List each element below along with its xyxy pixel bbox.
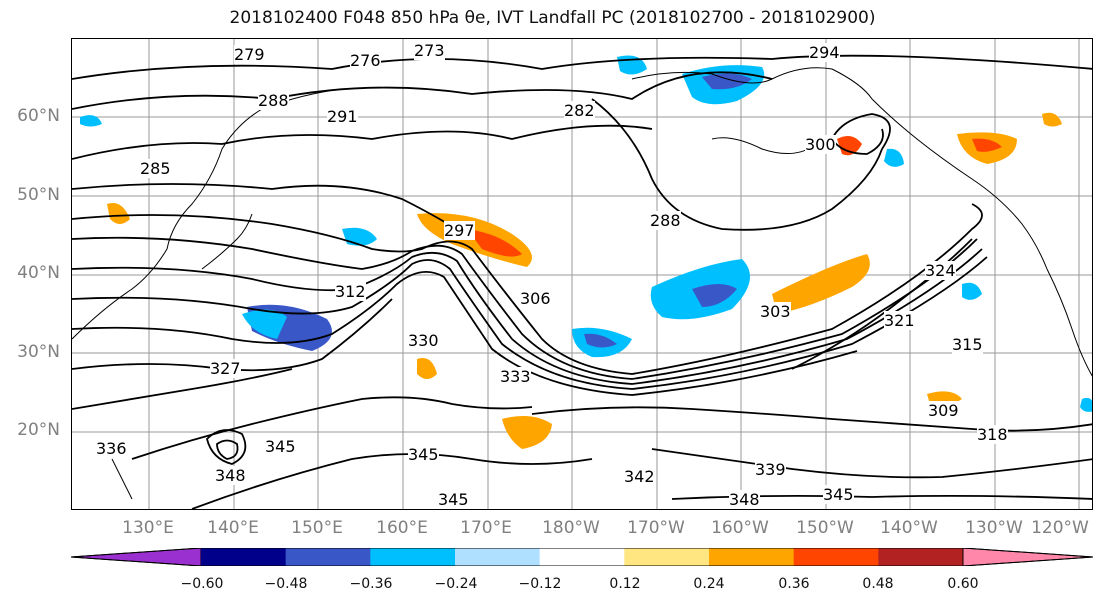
lat-label-20n: 20°N (17, 420, 60, 440)
lon-label: 120°W (1031, 518, 1089, 538)
lat-label-30n: 30°N (17, 342, 60, 362)
contour-label: 345 (438, 490, 469, 509)
contour-label: 300 (805, 135, 836, 154)
contour-label: 345 (265, 437, 296, 456)
colorbar-segment (962, 548, 1093, 566)
lon-label: 140°E (207, 518, 259, 538)
lon-label: 180°W (542, 518, 600, 538)
lon-label: 160°W (711, 518, 769, 538)
colorbar-segment (709, 548, 795, 566)
colorbar-tick: 0.24 (693, 576, 725, 592)
lon-label: 160°E (376, 518, 428, 538)
colorbar (71, 548, 1093, 566)
contour-label: 345 (408, 445, 439, 464)
colorbar-segment (878, 548, 964, 566)
lat-label-40n: 40°N (17, 263, 60, 283)
contour-label: 348 (215, 466, 246, 485)
lon-label: 150°W (796, 518, 854, 538)
contour-label: 321 (884, 311, 915, 330)
contour-label: 336 (96, 439, 127, 458)
lon-label: 150°E (291, 518, 343, 538)
map-canvas (72, 39, 1092, 509)
contour-label: 303 (760, 302, 791, 321)
colorbar-segment (539, 548, 625, 566)
contour-label: 276 (350, 51, 381, 70)
colorbar-tick: −0.24 (434, 576, 478, 592)
colorbar-segment (201, 548, 287, 566)
colorbar-segment (285, 548, 371, 566)
contour-label: 309 (928, 401, 959, 420)
lon-label: 130°E (122, 518, 174, 538)
contour-label: 294 (809, 43, 840, 62)
contour-label: 288 (650, 211, 681, 230)
contour-label: 282 (564, 101, 595, 120)
contour-label: 330 (408, 331, 439, 350)
lon-label: 130°W (965, 518, 1023, 538)
contour-label: 339 (755, 460, 786, 479)
lat-label-60n: 60°N (17, 106, 60, 126)
colorbar-tick: 0.60 (947, 576, 979, 592)
lon-label: 170°W (627, 518, 685, 538)
colorbar-tick: 0.48 (862, 576, 894, 592)
colorbar-segment (370, 548, 456, 566)
map-title: 2018102400 F048 850 hPa θe, IVT Landfall… (229, 8, 876, 28)
contour-label: 333 (500, 367, 531, 386)
contour-label: 342 (624, 467, 655, 486)
lon-label: 170°E (460, 518, 512, 538)
colorbar-tick: −0.60 (180, 576, 224, 592)
pc-shading (80, 55, 1092, 449)
colorbar-tick: −0.48 (264, 576, 308, 592)
contour-label: 348 (729, 490, 760, 509)
contour-labels: 273 276 279 288 291 282 294 300 285 288 … (72, 39, 1092, 509)
colorbar-segments (71, 548, 1093, 566)
colorbar-segment (71, 548, 202, 566)
lon-label: 140°W (880, 518, 938, 538)
contour-label: 273 (414, 41, 445, 60)
colorbar-tick: −0.12 (518, 576, 562, 592)
colorbar-segment (455, 548, 541, 566)
colorbar-tick: −0.36 (349, 576, 393, 592)
contour-label: 285 (140, 159, 171, 178)
colorbar-segment (624, 548, 710, 566)
contour-label: 297 (444, 221, 475, 240)
contour-label: 315 (952, 335, 983, 354)
colorbar-tick: 0.12 (609, 576, 641, 592)
contour-label: 318 (977, 425, 1008, 444)
contour-label: 327 (210, 359, 241, 378)
contour-label: 279 (234, 45, 265, 64)
lat-label-50n: 50°N (17, 185, 60, 205)
colorbar-tick: 0.36 (778, 576, 810, 592)
map-panel: 273 276 279 288 291 282 294 300 285 288 … (71, 38, 1093, 510)
contour-label: 291 (327, 107, 358, 126)
contour-label: 306 (520, 289, 551, 308)
contour-label: 345 (823, 485, 854, 504)
contour-label: 288 (258, 91, 289, 110)
contour-label: 324 (925, 261, 956, 280)
contour-label: 312 (335, 282, 366, 301)
graticule (72, 39, 1092, 509)
colorbar-segment (793, 548, 879, 566)
